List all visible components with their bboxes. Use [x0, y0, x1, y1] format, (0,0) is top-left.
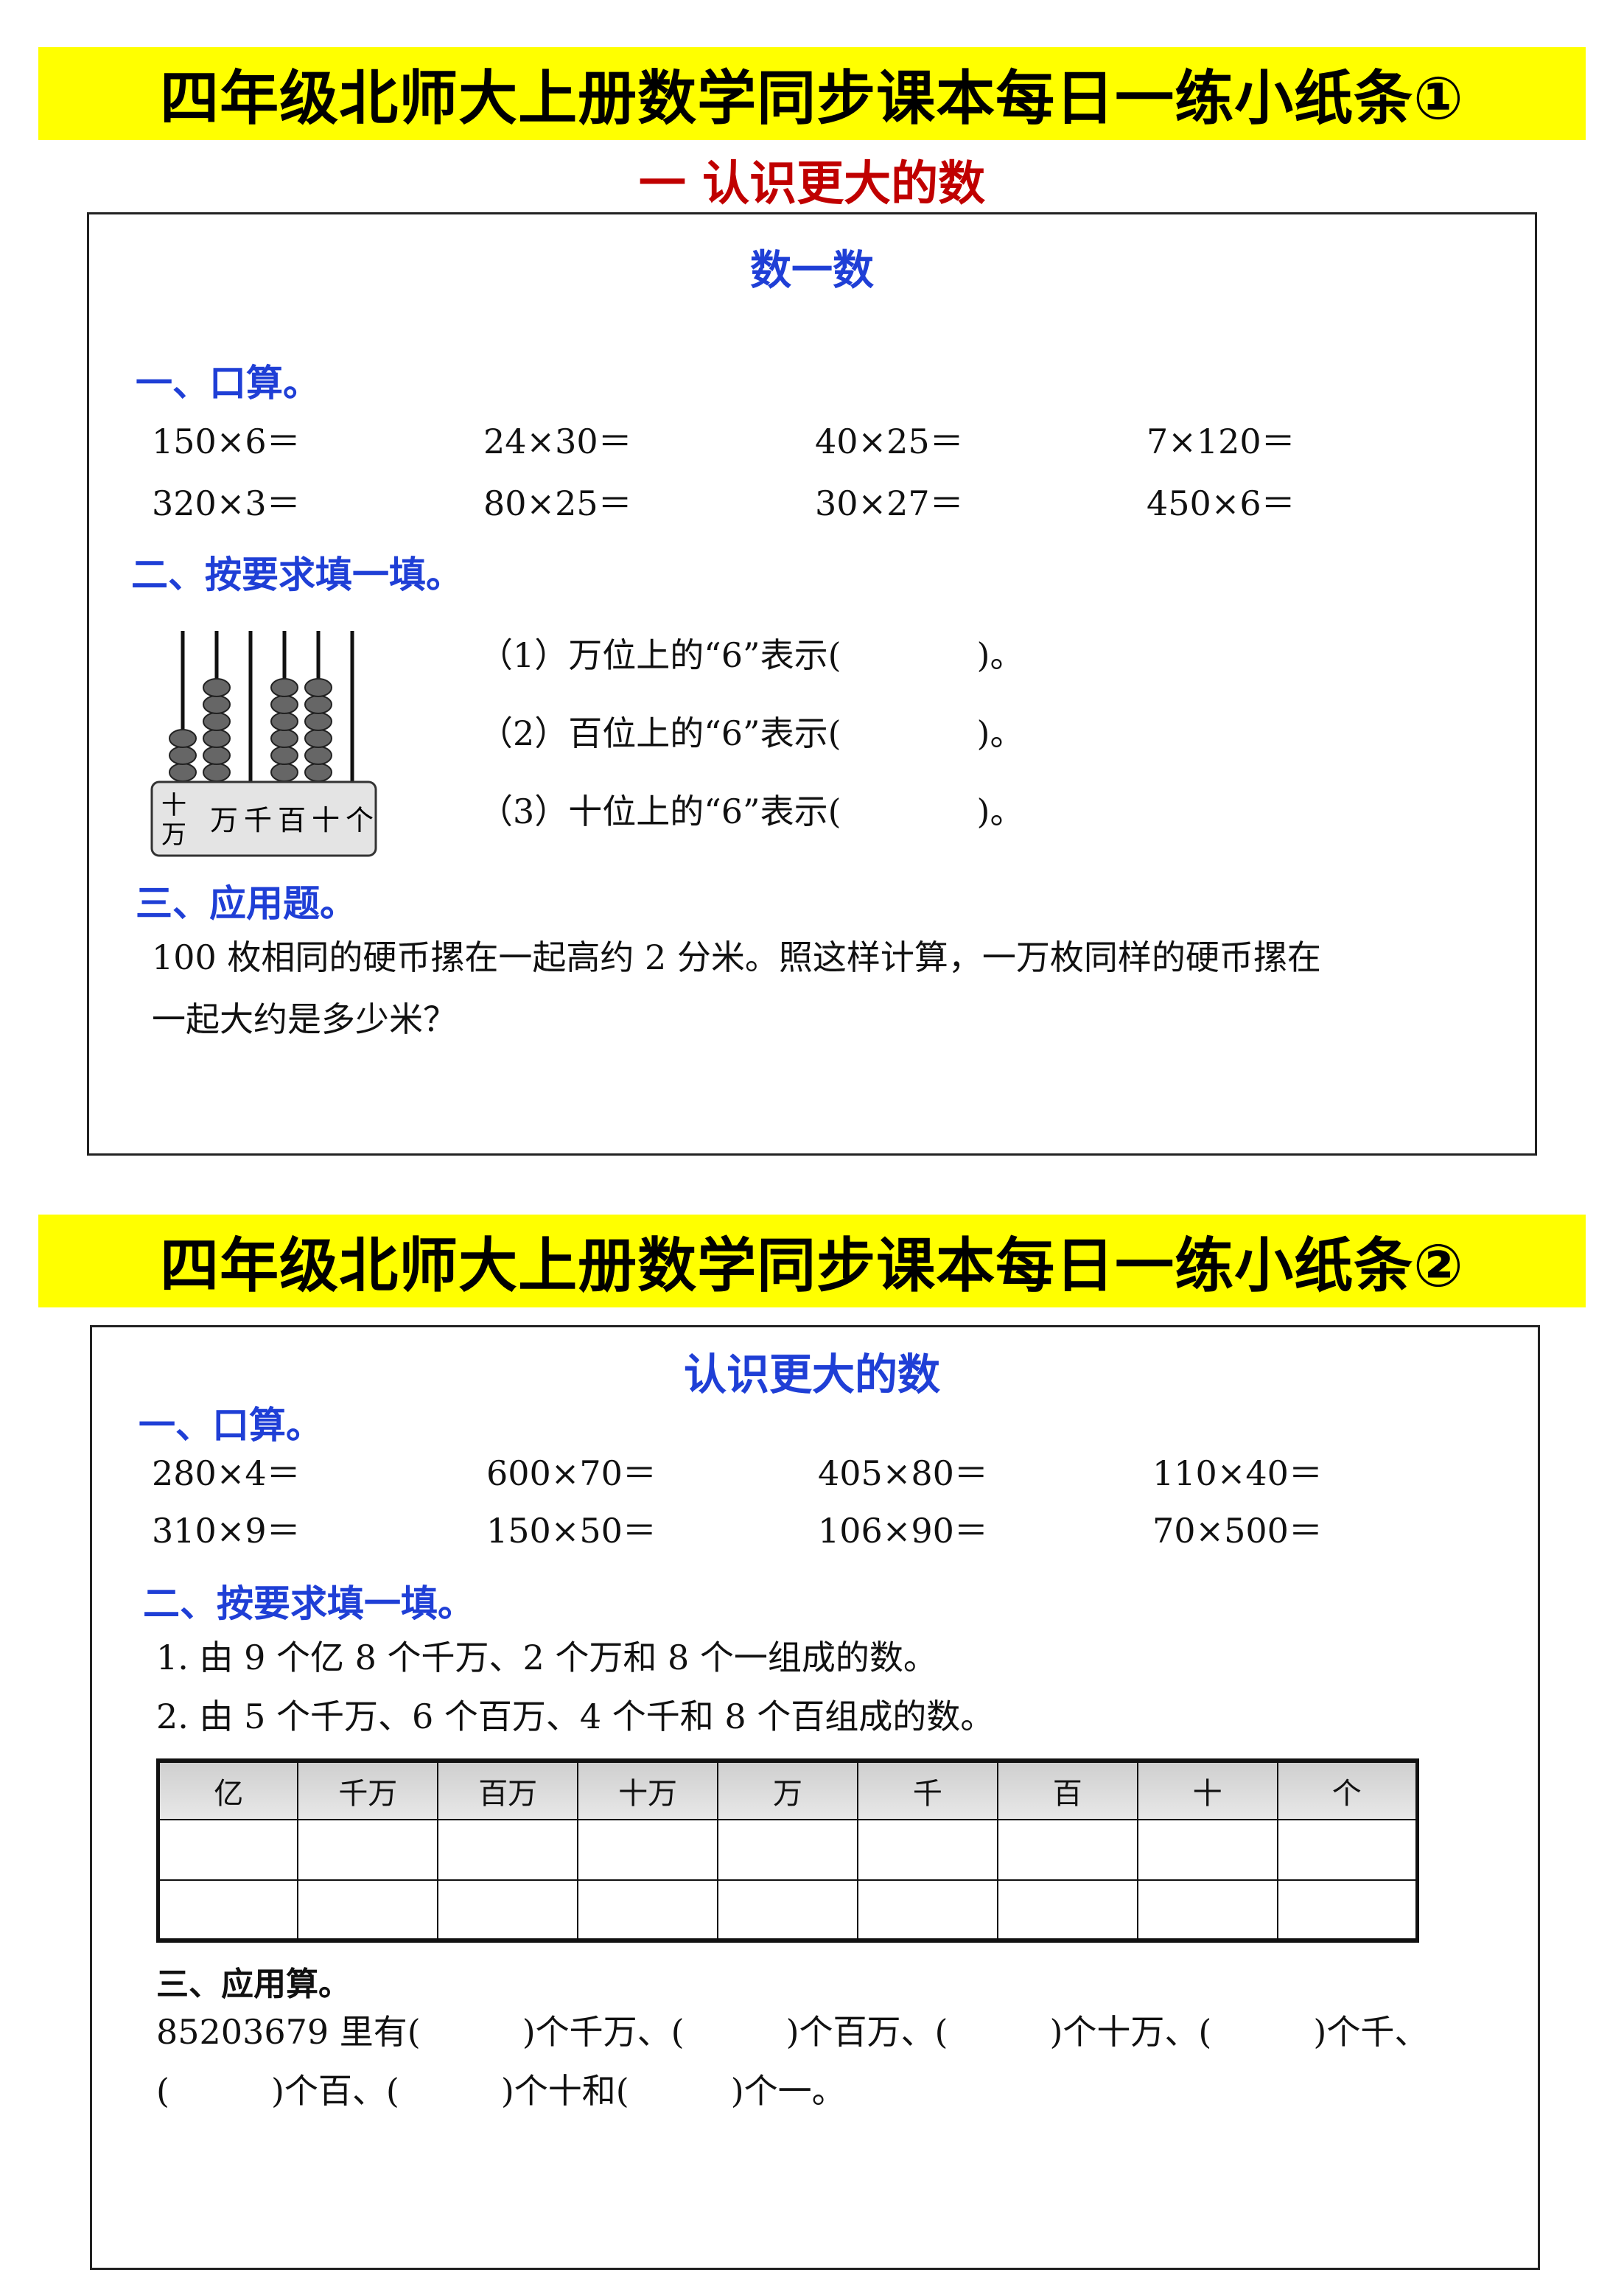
calc-problem: 600×70＝: [486, 1453, 657, 1493]
calc-problem: 106×90＝: [818, 1511, 988, 1551]
section-heading: 一、口算。: [139, 1404, 323, 1447]
abacus-label: 个: [346, 804, 374, 836]
abacus-bead: [304, 695, 332, 714]
calc-problem: 280×4＝: [152, 1453, 301, 1493]
problem-text: 一起大约是多少米？: [152, 999, 457, 1039]
table-header: 万: [717, 1760, 858, 1820]
sheet1-banner: 四年级北师大上册数学同步课本每日一练小纸条①: [38, 47, 1586, 140]
problem-text: 100 枚相同的硬币摞在一起高约 2 分米。照这样计算，一万枚同样的硬币摞在: [152, 937, 1321, 977]
calc-problem: 150×50＝: [486, 1511, 657, 1551]
table-header: 千万: [297, 1760, 439, 1820]
sheet2-banner: 四年级北师大上册数学同步课本每日一练小纸条②: [38, 1215, 1586, 1307]
calc-problem: 70×500＝: [1152, 1511, 1323, 1551]
table-cell[interactable]: [157, 1879, 299, 1941]
abacus-bead: [270, 763, 298, 782]
unit-title: 一 认识更大的数: [638, 157, 986, 212]
calc-problem: 30×27＝: [815, 483, 964, 523]
abacus-bead: [203, 678, 231, 697]
calc-problem: 310×9＝: [152, 1511, 301, 1551]
abacus-bead: [169, 763, 197, 782]
calc-problem: 320×3＝: [152, 483, 301, 523]
section-heading: 二、按要求填一填。: [131, 553, 463, 596]
table-header: 亿: [157, 1760, 299, 1820]
abacus-base: [150, 780, 377, 857]
abacus-bead: [270, 729, 298, 748]
table-header: 千: [856, 1760, 998, 1820]
abacus-bead: [270, 678, 298, 697]
question-item: （1）万位上的“6”表示( )。: [479, 635, 1024, 675]
abacus-bead: [203, 695, 231, 714]
abacus-bead: [203, 712, 231, 731]
place-value-table: 亿千万 百万 十万万千百十个: [156, 1758, 1419, 1943]
sheet1-box: [87, 212, 1537, 1156]
abacus-bead: [169, 746, 197, 765]
table-cell[interactable]: [437, 1879, 579, 1941]
table-cell[interactable]: [297, 1879, 439, 1941]
calc-problem: 24×30＝: [483, 422, 632, 461]
section-heading: 二、按要求填一填。: [143, 1582, 475, 1625]
abacus-label: 万: [161, 820, 186, 850]
table-header: 百: [996, 1760, 1138, 1820]
lesson-title: 认识更大的数: [683, 1349, 940, 1400]
table-cell[interactable]: [856, 1879, 998, 1941]
sheet2-box: [90, 1325, 1540, 2270]
table-cell[interactable]: [1276, 1879, 1418, 1941]
abacus-bead: [203, 729, 231, 748]
table-header: 十万: [577, 1760, 718, 1820]
problem-text: ( )个百、( )个十和( )个一。: [156, 2071, 846, 2111]
table-header: 十: [1136, 1760, 1278, 1820]
fill-item: 2. 由 5 个千万、6 个百万、4 个千和 8 个百组成的数。: [156, 1697, 995, 1736]
question-item: （2）百位上的“6”表示( )。: [479, 713, 1024, 753]
abacus-label: 千: [244, 804, 272, 836]
calc-problem: 150×6＝: [152, 422, 301, 461]
abacus-bead: [270, 695, 298, 714]
table-cell[interactable]: [297, 1819, 439, 1881]
calc-problem: 40×25＝: [815, 422, 964, 461]
table-header: 百万: [437, 1760, 579, 1820]
abacus-bead: [270, 712, 298, 731]
abacus-bead: [304, 729, 332, 748]
lesson-title: 数一数: [750, 247, 874, 295]
section-heading: 三、应用题。: [136, 882, 357, 925]
table-cell[interactable]: [1276, 1819, 1418, 1881]
section-heading: 三、应用算。: [156, 1966, 351, 2003]
abacus-label: 百: [278, 804, 306, 836]
table-cell[interactable]: [1136, 1879, 1278, 1941]
abacus-bead: [203, 763, 231, 782]
table-cell[interactable]: [577, 1879, 718, 1941]
calc-problem: 80×25＝: [483, 483, 632, 523]
abacus-bead: [203, 746, 231, 765]
table-cell[interactable]: [157, 1819, 299, 1881]
table-cell[interactable]: [577, 1819, 718, 1881]
calc-problem: 110×40＝: [1152, 1453, 1323, 1493]
calc-problem: 7×120＝: [1147, 422, 1295, 461]
section-heading: 一、口算。: [136, 362, 320, 405]
abacus-label: 十: [312, 804, 340, 836]
abacus-bead: [304, 763, 332, 782]
abacus-label: 万: [210, 804, 238, 836]
abacus-bead: [304, 678, 332, 697]
question-item: （3）十位上的“6”表示( )。: [479, 792, 1024, 831]
calc-problem: 405×80＝: [818, 1453, 988, 1493]
problem-text: 85203679 里有( )个千万、( )个百万、( )个十万、( )个千、: [156, 2012, 1429, 2052]
abacus-bead: [304, 712, 332, 731]
abacus-bead: [270, 746, 298, 765]
table-cell[interactable]: [717, 1879, 858, 1941]
abacus-bead: [169, 729, 197, 748]
table-cell[interactable]: [996, 1819, 1138, 1881]
abacus-label: 十: [161, 791, 186, 820]
table-cell[interactable]: [437, 1819, 579, 1881]
fill-item: 1. 由 9 个亿 8 个千万、2 个万和 8 个一组成的数。: [156, 1638, 937, 1677]
abacus-image: 十万万千百十个: [150, 631, 377, 857]
table-cell[interactable]: [996, 1879, 1138, 1941]
table-header: 个: [1276, 1760, 1418, 1820]
calc-problem: 450×6＝: [1147, 483, 1295, 523]
table-cell[interactable]: [717, 1819, 858, 1881]
table-cell[interactable]: [856, 1819, 998, 1881]
abacus-bead: [304, 746, 332, 765]
table-cell[interactable]: [1136, 1819, 1278, 1881]
